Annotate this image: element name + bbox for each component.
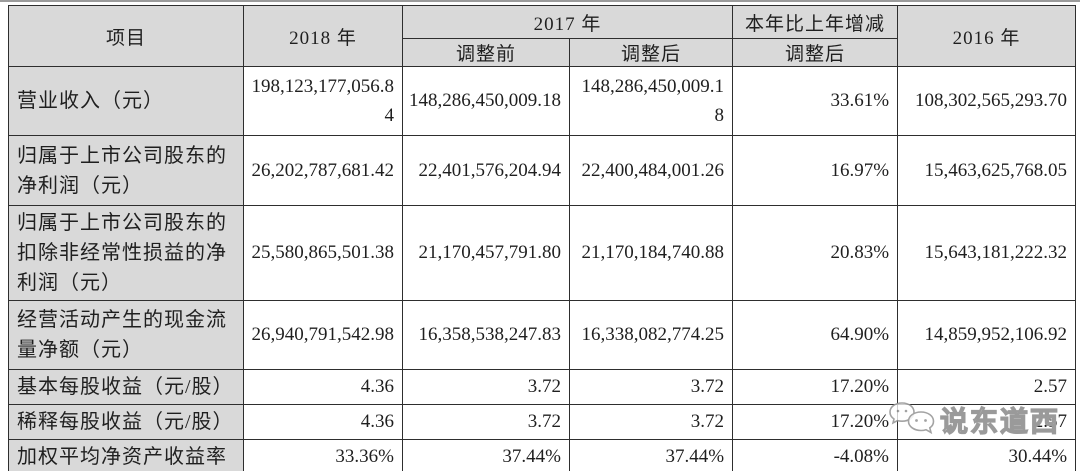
header-yoy-adjust-post: 调整后: [732, 38, 899, 67]
header-yoy-change: 本年比上年增减: [732, 5, 899, 39]
table-row-diluted-eps: 稀释每股收益（元/股） 4.36 3.72 3.72 17.20% 2.57: [8, 404, 1077, 440]
table-row-operating-cash-flow: 经营活动产生的现金流量净额（元） 26,940,791,542.98 16,35…: [8, 300, 1077, 370]
table-header-row-2: 调整前 调整后 调整后: [9, 38, 1076, 67]
cell-2017-post: 16,338,082,774.25: [568, 300, 734, 370]
cell-change: 20.83%: [732, 205, 899, 301]
cell-2016: 15,463,625,768.05: [897, 135, 1077, 206]
cell-change: 64.90%: [732, 300, 899, 370]
row-label-cell: 稀释每股收益（元/股）: [8, 404, 244, 440]
cell-2018: 4.36: [243, 404, 403, 440]
cell-2017-post: 37.44%: [568, 439, 734, 471]
table-row-revenue: 营业收入（元） 198,123,177,056.84 148,286,450,0…: [8, 66, 1077, 136]
row-label-cell: 加权平均净资产收益率: [8, 439, 244, 471]
header-adjust-post: 调整后: [568, 38, 734, 67]
table-row-weighted-avg-roe: 加权平均净资产收益率 33.36% 37.44% 37.44% -4.08% 3…: [8, 439, 1077, 471]
cell-2018: 33.36%: [243, 439, 403, 471]
table-header-row-1: 项目 2018 年 2017 年 本年比上年增减 2016 年: [8, 5, 1077, 67]
row-label-cell: 基本每股收益（元/股）: [8, 369, 244, 405]
cell-2018: 4.36: [243, 369, 403, 405]
header-2018: 2018 年: [243, 5, 403, 67]
cell-change: 17.20%: [732, 369, 899, 405]
cell-2017-pre: 148,286,450,009.18: [402, 66, 570, 136]
cell-2018: 26,940,791,542.98: [243, 300, 403, 370]
cell-change: 16.97%: [732, 135, 899, 206]
cell-2017-pre: 16,358,538,247.83: [402, 300, 570, 370]
cell-2016: 15,643,181,222.32: [897, 205, 1077, 301]
row-label-cell: 归属于上市公司股东的扣除非经常性损益的净利润（元）: [8, 205, 244, 301]
header-2016: 2016 年: [897, 5, 1077, 67]
table-row-net-profit: 归属于上市公司股东的净利润（元） 26,202,787,681.42 22,40…: [8, 135, 1077, 206]
table-row-basic-eps: 基本每股收益（元/股） 4.36 3.72 3.72 17.20% 2.57: [8, 369, 1077, 405]
cell-2017-pre: 37.44%: [402, 439, 570, 471]
cell-2017-post: 3.72: [568, 404, 734, 440]
cell-2016: 2.57: [897, 404, 1077, 440]
row-label-cell: 归属于上市公司股东的净利润（元）: [8, 135, 244, 206]
financial-summary-table: 项目 2018 年 2017 年 本年比上年增减 2016 年 调整前 调整后 …: [8, 5, 1077, 471]
cell-2017-pre: 22,401,576,204.94: [402, 135, 570, 206]
cell-2016: 108,302,565,293.70: [897, 66, 1077, 136]
cell-2017-post: 148,286,450,009.18: [568, 66, 734, 136]
cell-2017-post: 22,400,484,001.26: [568, 135, 734, 206]
cell-2016: 2.57: [897, 369, 1077, 405]
header-adjust-pre: 调整前: [402, 38, 570, 67]
top-edge-divider: [0, 0, 1080, 2]
cell-2017-post: 3.72: [568, 369, 734, 405]
header-item: 项目: [8, 5, 244, 67]
cell-change: -4.08%: [732, 439, 899, 471]
cell-2018: 26,202,787,681.42: [243, 135, 403, 206]
cell-change: 17.20%: [732, 404, 899, 440]
cell-2016: 30.44%: [897, 439, 1077, 471]
header-2017: 2017 年: [401, 5, 734, 39]
cell-2017-post: 21,170,184,740.88: [568, 205, 734, 301]
cell-2017-pre: 3.72: [402, 369, 570, 405]
cell-2018: 198,123,177,056.84: [243, 66, 403, 136]
cell-2017-pre: 21,170,457,791.80: [402, 205, 570, 301]
cell-change: 33.61%: [732, 66, 899, 136]
row-label-cell: 经营活动产生的现金流量净额（元）: [8, 300, 244, 370]
table-row-net-profit-excl-nonrecurring: 归属于上市公司股东的扣除非经常性损益的净利润（元） 25,580,865,501…: [8, 205, 1077, 301]
row-label-cell: 营业收入（元）: [8, 66, 244, 136]
cell-2018: 25,580,865,501.38: [243, 205, 403, 301]
cell-2017-pre: 3.72: [402, 404, 570, 440]
cell-2016: 14,859,952,106.92: [897, 300, 1077, 370]
